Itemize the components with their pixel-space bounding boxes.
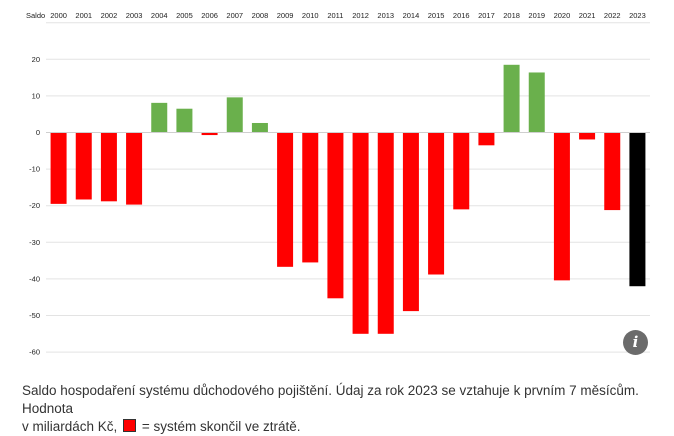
- info-icon[interactable]: i: [623, 330, 648, 355]
- x-tick-label: 2005: [176, 11, 193, 20]
- x-tick-label: 2023: [629, 11, 646, 20]
- y-tick-label: 10: [32, 91, 40, 100]
- x-tick-label: 2018: [503, 11, 520, 20]
- bar-2002: [100, 132, 117, 202]
- y-tick-label: -40: [29, 274, 40, 283]
- bar-2016: [453, 132, 470, 210]
- x-tick-label: 2010: [302, 11, 319, 20]
- x-tick-label: 2002: [101, 11, 118, 20]
- bar-2013: [377, 132, 394, 334]
- bar-2006: [201, 132, 218, 136]
- x-tick-labels: 2000 2001 2002 2003 2004 2005 2006 2007 2008 2009…: [50, 11, 646, 20]
- x-tick-label: 2021: [579, 11, 596, 20]
- gridlines: [46, 22, 650, 353]
- bar-2008: [251, 122, 268, 133]
- y-axis-title: Saldo: [26, 11, 45, 20]
- bar-2007: [226, 97, 243, 133]
- x-tick-label: 2009: [277, 11, 294, 20]
- bar-2000: [50, 132, 67, 204]
- bar-2009: [277, 132, 294, 267]
- x-tick-label: 2011: [327, 11, 343, 20]
- bar-2021: [579, 132, 596, 140]
- bar-2014: [402, 132, 419, 312]
- y-tick-label: -10: [29, 165, 40, 174]
- y-tick-label: 0: [36, 128, 40, 137]
- x-tick-label: 2001: [75, 11, 92, 20]
- caption-line2-end: = systém skončil ve ztrátě.: [141, 419, 301, 434]
- bar-2019: [528, 72, 545, 133]
- x-tick-label: 2019: [528, 11, 545, 20]
- bar-2018: [503, 64, 520, 133]
- x-tick-label: 2016: [453, 11, 470, 20]
- bar-2020: [553, 132, 570, 281]
- x-tick-label: 2007: [226, 11, 243, 20]
- x-tick-label: 2006: [201, 11, 218, 20]
- y-tick-label: -60: [29, 348, 40, 357]
- bar-2015: [428, 132, 445, 275]
- caption-line2-start: v miliardách Kč,: [22, 419, 118, 434]
- y-tick-label: 20: [32, 55, 40, 64]
- x-tick-label: 2020: [554, 11, 571, 20]
- x-tick-label: 2015: [428, 11, 445, 20]
- x-tick-label: 2017: [478, 11, 495, 20]
- x-tick-label: 2014: [403, 11, 420, 20]
- x-tick-label: 2008: [252, 11, 269, 20]
- bar-2022: [604, 132, 621, 211]
- x-tick-label: 2012: [352, 11, 369, 20]
- bar-2003: [126, 132, 143, 205]
- x-tick-label: 2013: [377, 11, 394, 20]
- x-tick-label: 2022: [604, 11, 621, 20]
- bar-2010: [302, 132, 319, 263]
- x-tick-label: 2003: [126, 11, 143, 20]
- bar-2011: [327, 132, 344, 299]
- x-tick-label: 2004: [151, 11, 168, 20]
- x-tick-label: 2000: [50, 11, 67, 20]
- caption-line1: Saldo hospodaření systému důchodového po…: [22, 383, 639, 416]
- bar-2017: [478, 132, 495, 146]
- y-tick-label: -30: [29, 238, 40, 247]
- y-tick-label: -20: [29, 201, 40, 210]
- chart-caption: Saldo hospodaření systému důchodového po…: [22, 382, 662, 436]
- bar-2001: [75, 132, 92, 200]
- bar-2004: [151, 102, 168, 133]
- deficit-swatch: [123, 419, 137, 432]
- y-tick-labels: 20 10 0 -10 -20 -30 -40 -50 -60: [29, 55, 40, 357]
- y-tick-label: -50: [29, 311, 40, 320]
- bar-2005: [176, 108, 193, 133]
- bar-2023: [629, 132, 646, 287]
- bars: [50, 64, 646, 334]
- bar-2012: [352, 132, 369, 334]
